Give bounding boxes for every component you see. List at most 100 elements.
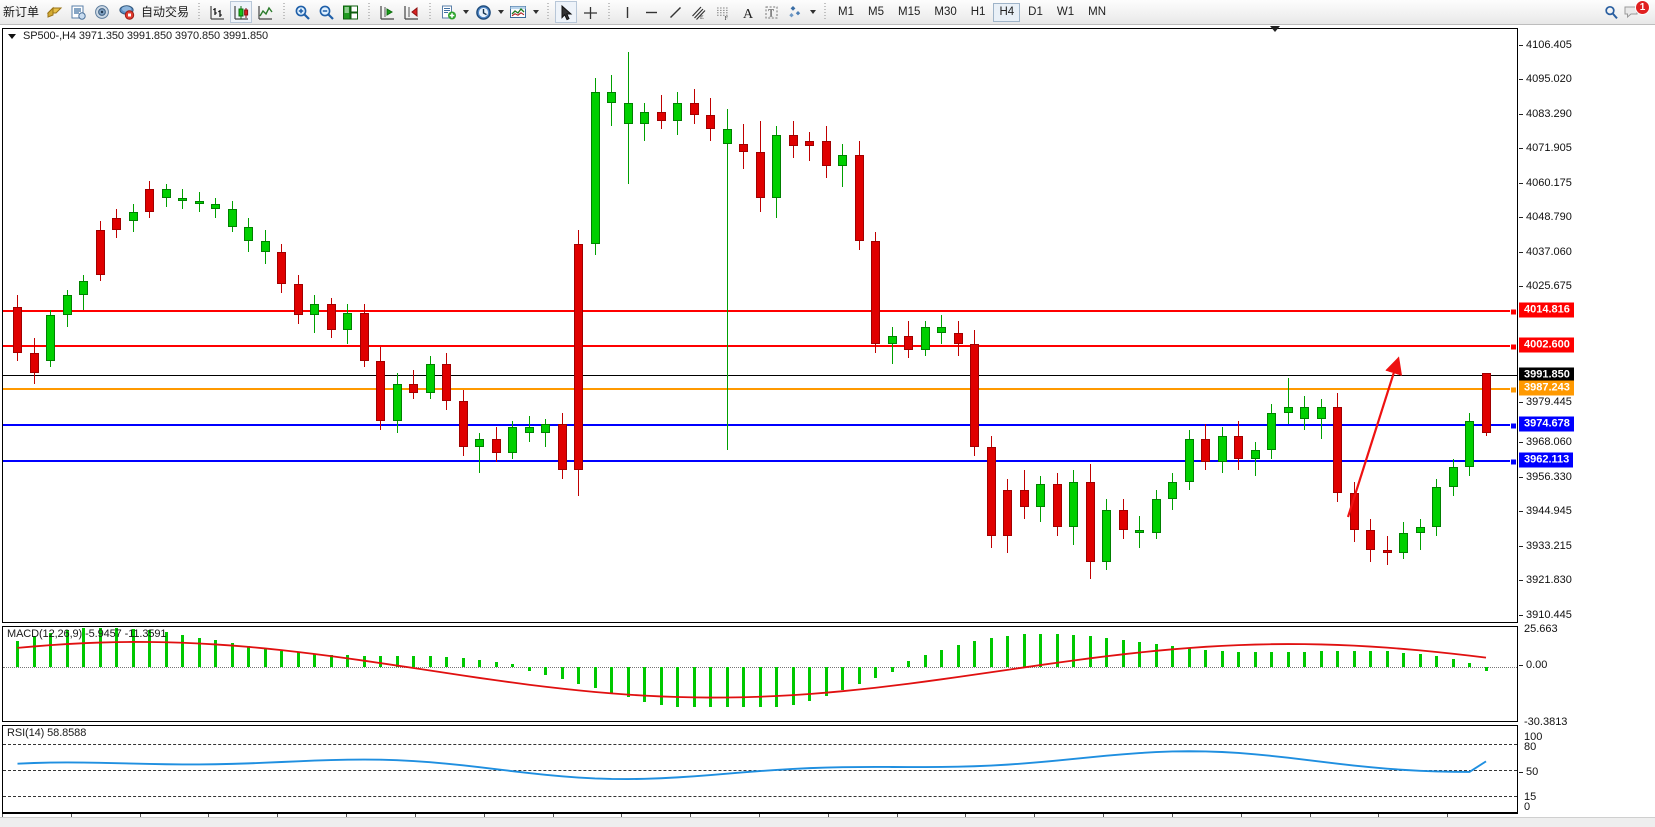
axis-tick: 3933.215 xyxy=(1519,540,1572,552)
candlestick xyxy=(689,89,699,124)
bullish-trend-arrow xyxy=(1346,356,1403,518)
macd-histogram-bar xyxy=(1286,652,1290,667)
macd-histogram-bar xyxy=(610,667,613,693)
candlestick xyxy=(409,369,418,399)
chevron-down-icon[interactable] xyxy=(460,1,471,23)
line-chart-icon[interactable] xyxy=(254,1,276,23)
level-line-4014816[interactable] xyxy=(3,308,1517,316)
tab-timeframe-d1[interactable]: D1 xyxy=(1028,5,1043,18)
candlestick xyxy=(887,326,897,365)
candlestick xyxy=(739,123,748,170)
macd-histogram-bar xyxy=(148,630,151,667)
macd-histogram-bar xyxy=(1088,635,1092,667)
candlestick xyxy=(937,315,946,345)
terminal-icon[interactable] xyxy=(67,1,89,23)
macd-histogram-bar xyxy=(643,667,646,702)
profile-icon[interactable] xyxy=(43,1,65,23)
macd-histogram-bar xyxy=(923,655,927,667)
price-axis[interactable]: 4106.405 4095.020 4083.290 4071.905 4060… xyxy=(1519,28,1655,813)
search-icon[interactable] xyxy=(1600,1,1622,23)
new-order-button[interactable]: 新订单 xyxy=(3,5,40,19)
signals-icon[interactable] xyxy=(91,1,113,23)
macd-indicator-panel[interactable]: MACD(12,26,9) -5.9457 -11.3591 xyxy=(2,626,1518,722)
level-line-3974678[interactable] xyxy=(3,422,1517,430)
candlestick xyxy=(706,97,715,141)
tab-timeframe-h1[interactable]: H1 xyxy=(970,5,986,18)
macd-histogram-bar xyxy=(82,628,85,667)
chart-area[interactable]: SP500-,H4 3971.350 3991.850 3970.850 399… xyxy=(0,25,1655,827)
svg-text:F: F xyxy=(725,16,729,21)
level-line-4002600[interactable] xyxy=(3,343,1517,351)
macd-histogram-bar xyxy=(709,667,712,707)
tab-timeframe-m30[interactable]: M30 xyxy=(934,5,957,18)
tile-windows-icon[interactable] xyxy=(339,1,361,23)
zoom-out-icon[interactable] xyxy=(315,1,337,23)
chevron-down-icon[interactable] xyxy=(807,1,818,23)
candlestick xyxy=(1415,518,1425,551)
chart-dropdown-caret-icon[interactable] xyxy=(8,34,16,39)
time-axis-separator xyxy=(965,814,967,818)
level-handle[interactable] xyxy=(1510,308,1517,316)
shift-chart-icon[interactable] xyxy=(376,1,398,23)
cursor-icon[interactable] xyxy=(555,1,578,23)
hline-icon[interactable] xyxy=(640,1,662,23)
time-axis-separator xyxy=(827,814,829,818)
auto-trading-icon[interactable] xyxy=(115,1,137,23)
candlestick xyxy=(838,143,847,187)
rsi-indicator-panel[interactable]: RSI(14) 58.8588 xyxy=(2,725,1518,813)
price-chart-panel[interactable]: SP500-,H4 3971.350 3991.850 3970.850 399… xyxy=(2,28,1518,623)
price-level-chip-support-1[interactable]: 3974.678 xyxy=(1519,416,1574,432)
crosshair-icon[interactable] xyxy=(579,1,601,23)
rsi-line xyxy=(17,750,1487,781)
text-label-icon[interactable]: T xyxy=(760,1,782,23)
candlestick xyxy=(986,435,996,548)
shapes-icon[interactable] xyxy=(784,1,806,23)
tab-timeframe-m1[interactable]: M1 xyxy=(838,5,855,18)
level-handle[interactable] xyxy=(1510,386,1517,394)
macd-histogram-bar xyxy=(214,640,217,667)
indicators-icon[interactable] xyxy=(437,1,459,23)
candlestick xyxy=(310,295,319,333)
chevron-down-icon[interactable] xyxy=(495,1,506,23)
macd-histogram-bar xyxy=(1105,637,1108,667)
price-level-chip-support-2[interactable]: 3962.113 xyxy=(1519,452,1574,468)
tab-timeframe-w1[interactable]: W1 xyxy=(1056,5,1075,18)
tab-timeframe-m5[interactable]: M5 xyxy=(868,5,884,18)
alerts-icon[interactable]: 1 xyxy=(1623,0,1650,23)
level-line-3962113[interactable] xyxy=(3,458,1517,466)
vline-icon[interactable] xyxy=(616,1,638,23)
axis-tick: 4071.905 xyxy=(1519,142,1572,154)
candlestick xyxy=(1250,441,1260,476)
trendline-icon[interactable] xyxy=(664,1,686,23)
fibonacci-icon[interactable]: F xyxy=(712,1,734,23)
tab-timeframe-mn[interactable]: MN xyxy=(1088,5,1106,18)
auto-scroll-icon[interactable] xyxy=(400,1,422,23)
macd-histogram-bar xyxy=(494,661,498,667)
templates-icon[interactable] xyxy=(507,1,529,23)
text-icon[interactable]: A xyxy=(736,1,758,23)
level-handle[interactable] xyxy=(1510,343,1517,351)
candlestick xyxy=(227,200,237,233)
candlestick-chart-icon[interactable] xyxy=(230,1,253,23)
candlestick xyxy=(1217,427,1227,474)
price-level-chip-pivot[interactable]: 3987.243 xyxy=(1519,380,1574,396)
level-line-3987243[interactable] xyxy=(3,386,1517,394)
auto-trading-label[interactable]: 自动交易 xyxy=(141,5,190,19)
equidistant-channel-icon[interactable]: E xyxy=(688,1,710,23)
notification-badge: 1 xyxy=(1635,0,1650,15)
price-level-chip-current[interactable]: 3991.850 xyxy=(1519,367,1574,383)
macd-histogram-bar xyxy=(197,637,201,667)
level-line-current-price[interactable] xyxy=(3,375,1517,376)
zoom-in-icon[interactable] xyxy=(291,1,313,23)
level-handle[interactable] xyxy=(1510,458,1517,466)
tab-timeframe-m15[interactable]: M15 xyxy=(898,5,921,18)
axis-tick: 3921.830 xyxy=(1519,574,1572,586)
price-level-chip-resistance-2[interactable]: 4002.600 xyxy=(1519,337,1574,353)
price-level-chip-resistance-1[interactable]: 4014.816 xyxy=(1519,302,1574,318)
candlestick xyxy=(854,140,864,250)
level-handle[interactable] xyxy=(1510,422,1517,430)
bar-chart-icon[interactable] xyxy=(206,1,228,23)
period-clock-icon[interactable] xyxy=(472,1,494,23)
tab-timeframe-h4[interactable]: H4 xyxy=(993,2,1021,22)
chevron-down-icon[interactable] xyxy=(530,1,541,23)
